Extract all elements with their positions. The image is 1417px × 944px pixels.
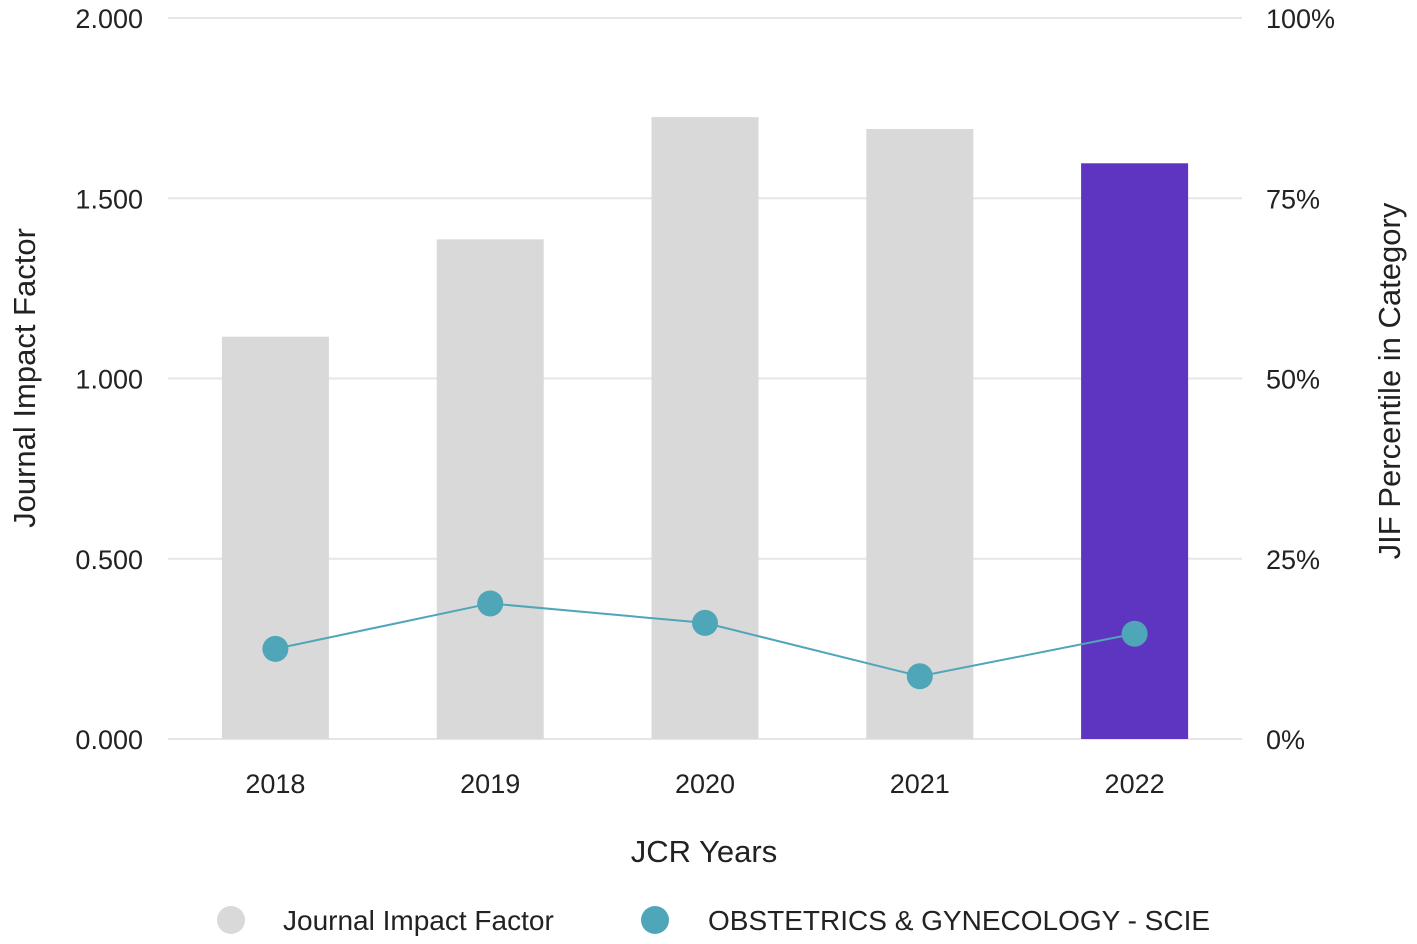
legend-marker-jif [217, 906, 245, 934]
x-axis-title: JCR Years [631, 834, 777, 869]
y-tick-label: 1.500 [75, 184, 143, 214]
y2-tick-label: 75% [1266, 184, 1320, 214]
x-tick-label: 2022 [1105, 769, 1165, 799]
bar-2021 [866, 129, 974, 739]
percentile-point-2018 [262, 635, 289, 662]
x-tick-label: 2020 [675, 769, 735, 799]
x-tick-label: 2018 [245, 769, 305, 799]
y-tick-label: 0.500 [75, 545, 143, 575]
y2-tick-label: 100% [1266, 4, 1335, 34]
y2-tick-label: 0% [1266, 725, 1305, 755]
percentile-point-2019 [477, 590, 504, 617]
legend-marker-percentile [641, 906, 669, 934]
y-axis-title: Journal Impact Factor [7, 228, 42, 528]
percentile-point-2021 [906, 663, 933, 690]
bars-group [221, 117, 1189, 740]
y-tick-label: 1.000 [75, 365, 143, 395]
bar-2019 [436, 239, 544, 740]
percentile-line-group [262, 590, 1148, 690]
y-tick-label: 2.000 [75, 4, 143, 34]
legend-label-percentile: OBSTETRICS & GYNECOLOGY - SCIE [708, 905, 1210, 936]
x-tick-label: 2021 [890, 769, 950, 799]
y2-tick-label: 50% [1266, 365, 1320, 395]
bar-2018 [221, 336, 329, 739]
bar-2020 [651, 117, 759, 739]
x-tick-label: 2019 [460, 769, 520, 799]
bar-2022 [1081, 163, 1189, 739]
percentile-point-2020 [692, 609, 718, 636]
percentile-point-2022 [1121, 620, 1148, 647]
y2-axis-title: JIF Percentile in Category [1372, 202, 1407, 559]
legend-label-jif: Journal Impact Factor [283, 905, 554, 936]
y-tick-label: 0.000 [75, 725, 143, 755]
legend: Journal Impact Factor OBSTETRICS & GYNEC… [217, 905, 1210, 936]
tick-labels-group: 0.000 0% 0.500 25% 1.000 50% 1.500 75% 2.000 100%… [75, 4, 1335, 799]
y2-tick-label: 25% [1266, 545, 1320, 575]
